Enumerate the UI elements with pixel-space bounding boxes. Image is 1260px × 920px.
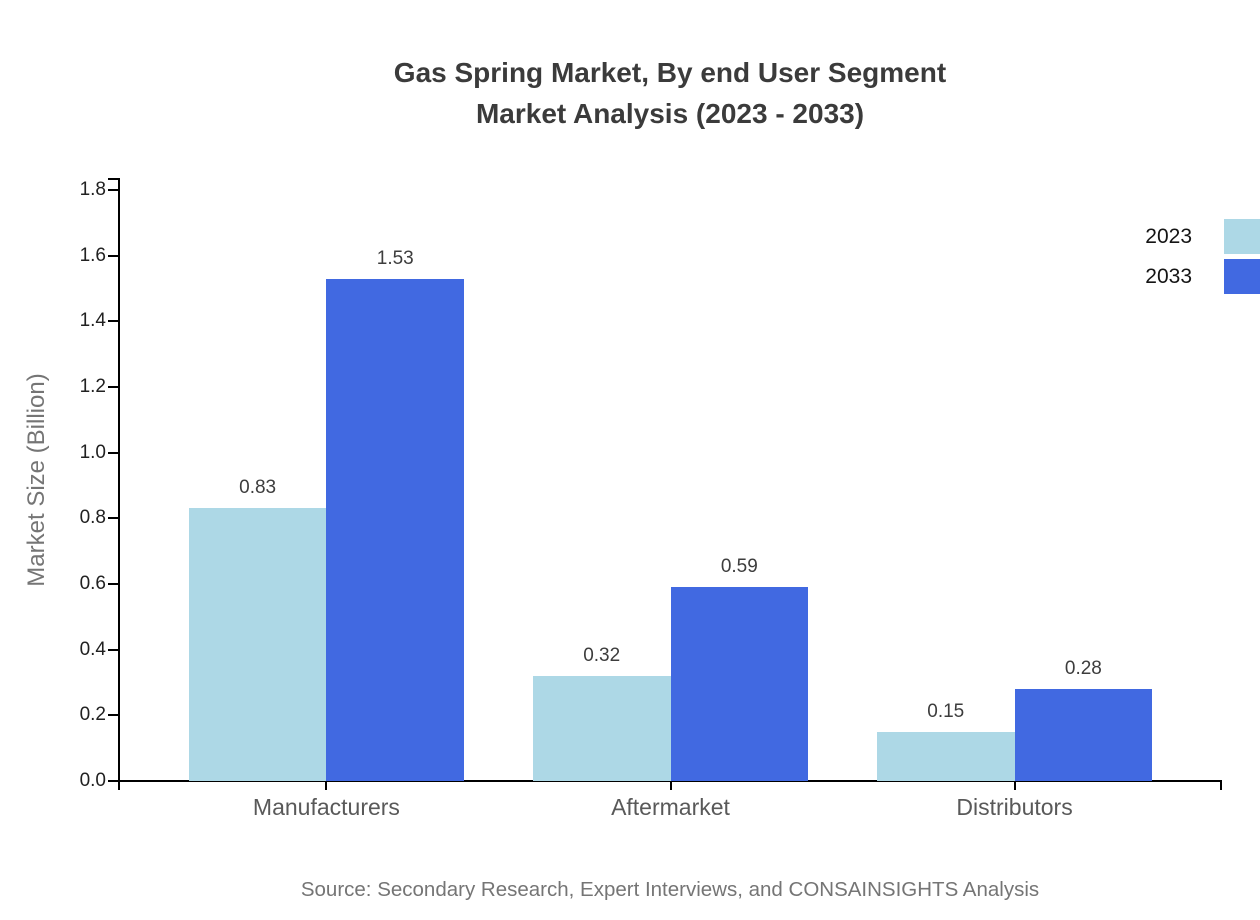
x-tick — [1013, 781, 1016, 790]
bar-value-label: 0.59 — [720, 556, 758, 578]
bar-2023-manufacturers — [188, 508, 327, 781]
bar-2033-distributors — [1014, 689, 1153, 781]
chart-title: Gas Spring Market, By end User Segment M… — [120, 52, 1220, 134]
legend-label-2023: 2023 — [1145, 225, 1192, 248]
x-axis-end-tick — [1220, 781, 1222, 790]
y-tick — [108, 254, 118, 257]
x-tick — [669, 781, 672, 790]
y-tick-label: 1.8 — [79, 179, 106, 200]
y-tick — [108, 780, 118, 782]
y-tick-label: 0.2 — [79, 704, 106, 726]
y-tick-label: 0.6 — [79, 573, 106, 594]
bar-value-label: 0.28 — [1064, 658, 1102, 680]
bar-value-label: 0.15 — [927, 700, 965, 722]
y-axis-spine — [118, 178, 120, 790]
chart-title-line2: Market Analysis (2023 - 2033) — [475, 98, 865, 129]
y-tick-label: 0.0 — [79, 770, 106, 791]
legend-swatch-2033 — [1224, 259, 1260, 294]
y-tick-label: 1.4 — [79, 310, 106, 332]
bar-2023-distributors — [876, 731, 1015, 781]
source-note: Source: Secondary Research, Expert Inter… — [300, 878, 1040, 901]
bar-value-label: 0.83 — [239, 477, 277, 499]
y-axis-title: Market Size (Billion) — [23, 373, 50, 587]
y-tick — [108, 451, 118, 454]
y-tick — [108, 189, 118, 191]
y-tick — [108, 386, 118, 388]
chart-title-line1: Gas Spring Market, By end User Segment — [393, 57, 947, 88]
y-axis-top-cap — [108, 178, 118, 180]
y-tick-label: 1.2 — [79, 376, 106, 397]
x-axis-label-manufacturers: Manufacturers — [252, 794, 400, 820]
y-tick-label: 0.4 — [79, 638, 106, 660]
x-axis-label-distributors: Distributors — [956, 794, 1073, 820]
y-tick — [108, 648, 118, 651]
bar-2033-aftermarket — [670, 587, 809, 781]
bar-2033-manufacturers — [326, 278, 465, 781]
legend-label-2033: 2033 — [1145, 265, 1192, 288]
bar-value-label: 0.32 — [583, 644, 621, 666]
legend-swatch-2023 — [1224, 219, 1260, 254]
y-tick — [108, 714, 118, 717]
y-tick-label: 1.0 — [79, 441, 106, 463]
y-tick-label: 0.8 — [79, 507, 106, 529]
bar-2023-aftermarket — [532, 675, 671, 781]
y-tick — [108, 583, 118, 585]
y-tick — [108, 517, 118, 520]
x-tick — [325, 781, 328, 790]
y-tick-label: 1.6 — [79, 244, 106, 266]
y-tick — [108, 320, 118, 323]
x-axis-label-aftermarket: Aftermarket — [611, 794, 730, 820]
bar-value-label: 1.53 — [376, 247, 414, 269]
